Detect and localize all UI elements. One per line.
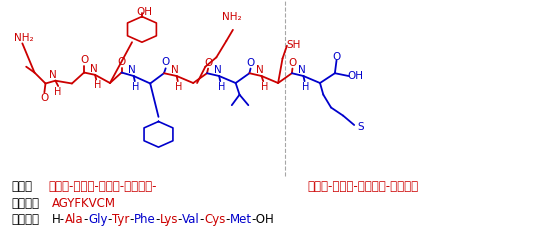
Text: Met: Met bbox=[230, 213, 252, 226]
Text: N: N bbox=[256, 65, 264, 75]
Text: -: - bbox=[200, 213, 204, 226]
Text: H: H bbox=[54, 87, 62, 97]
Text: N: N bbox=[298, 65, 306, 75]
Text: Phe: Phe bbox=[134, 213, 155, 226]
Text: -: - bbox=[178, 213, 182, 226]
Text: H: H bbox=[260, 82, 268, 92]
Text: Val: Val bbox=[182, 213, 200, 226]
Text: -: - bbox=[107, 213, 112, 226]
Text: OH: OH bbox=[137, 7, 153, 17]
Text: N: N bbox=[171, 65, 179, 75]
Text: O: O bbox=[332, 52, 341, 62]
Text: O: O bbox=[117, 57, 126, 67]
Text: Tyr: Tyr bbox=[112, 213, 129, 226]
Text: Gly: Gly bbox=[88, 213, 107, 226]
Text: O: O bbox=[40, 93, 49, 103]
Text: -: - bbox=[84, 213, 88, 226]
Text: N: N bbox=[128, 65, 136, 75]
Text: H: H bbox=[175, 82, 183, 92]
Text: Lys: Lys bbox=[160, 213, 178, 226]
Text: OH: OH bbox=[348, 71, 364, 81]
Text: O: O bbox=[204, 58, 212, 68]
Text: 单字母：: 单字母： bbox=[11, 197, 39, 210]
Text: H: H bbox=[132, 82, 140, 92]
Text: H: H bbox=[94, 80, 101, 90]
Text: AGYFKVCM: AGYFKVCM bbox=[52, 197, 116, 210]
Text: 赖氨酸-缬氨酸-半胱氨酸-甲硫氨酸: 赖氨酸-缬氨酸-半胱氨酸-甲硫氨酸 bbox=[307, 180, 418, 193]
Text: N: N bbox=[49, 70, 57, 80]
Text: O: O bbox=[247, 58, 255, 68]
Text: H-: H- bbox=[52, 213, 65, 226]
Text: -: - bbox=[225, 213, 230, 226]
Text: O: O bbox=[288, 58, 296, 68]
Text: H: H bbox=[302, 82, 309, 92]
Text: N: N bbox=[214, 65, 222, 75]
Text: 中文：: 中文： bbox=[11, 180, 32, 193]
Text: 三字母：: 三字母： bbox=[11, 213, 39, 226]
Text: S: S bbox=[357, 122, 364, 132]
Text: SH: SH bbox=[286, 40, 301, 50]
Text: O: O bbox=[162, 58, 170, 67]
Text: -: - bbox=[155, 213, 160, 226]
Text: -: - bbox=[129, 213, 134, 226]
Text: H: H bbox=[218, 82, 225, 92]
Text: Cys: Cys bbox=[204, 213, 225, 226]
Text: NH₂: NH₂ bbox=[14, 33, 33, 42]
Text: Ala: Ala bbox=[65, 213, 84, 226]
Text: -OH: -OH bbox=[252, 213, 275, 226]
Text: NH₂: NH₂ bbox=[222, 12, 242, 21]
Text: O: O bbox=[80, 55, 88, 65]
Text: 丙氨酸-甘氨酸-酪氨酸-苯丙氨酸-: 丙氨酸-甘氨酸-酪氨酸-苯丙氨酸- bbox=[48, 180, 157, 193]
Text: N: N bbox=[90, 64, 98, 74]
